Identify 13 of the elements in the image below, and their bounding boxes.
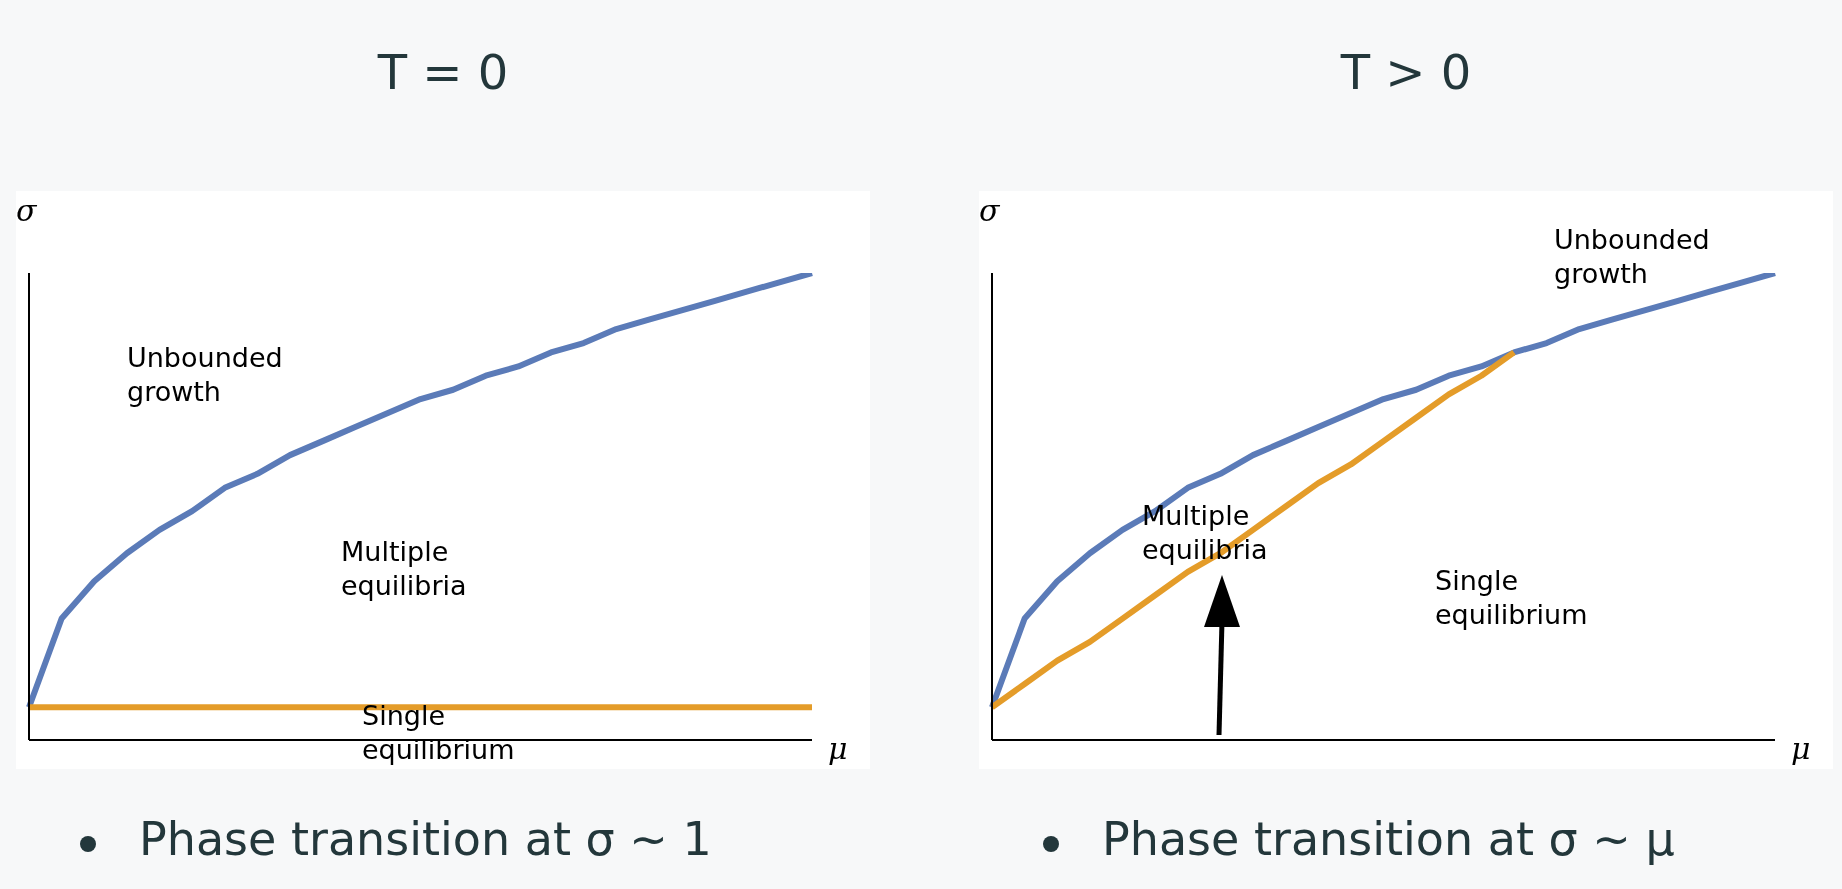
x-axis-title: μ <box>1791 731 1811 766</box>
chart-title: T > 0 <box>1339 44 1473 100</box>
annotation: Unbounded growth <box>127 341 283 409</box>
annotation: Unbounded growth <box>1554 223 1710 291</box>
annotation: Single equilibrium <box>362 699 515 767</box>
annotation: Single equilibrium <box>1435 564 1588 632</box>
x-axis-title: μ <box>828 731 848 766</box>
chart-title: T = 0 <box>376 44 510 100</box>
y-axis-title: σ <box>979 193 1000 228</box>
y-axis-title: σ <box>16 193 37 228</box>
text: Phase transition at σ ∼ 1 <box>139 812 712 866</box>
text: Phase transition at σ ∼ μ <box>1102 812 1675 866</box>
annotation: Multiple equilibria <box>341 535 467 603</box>
